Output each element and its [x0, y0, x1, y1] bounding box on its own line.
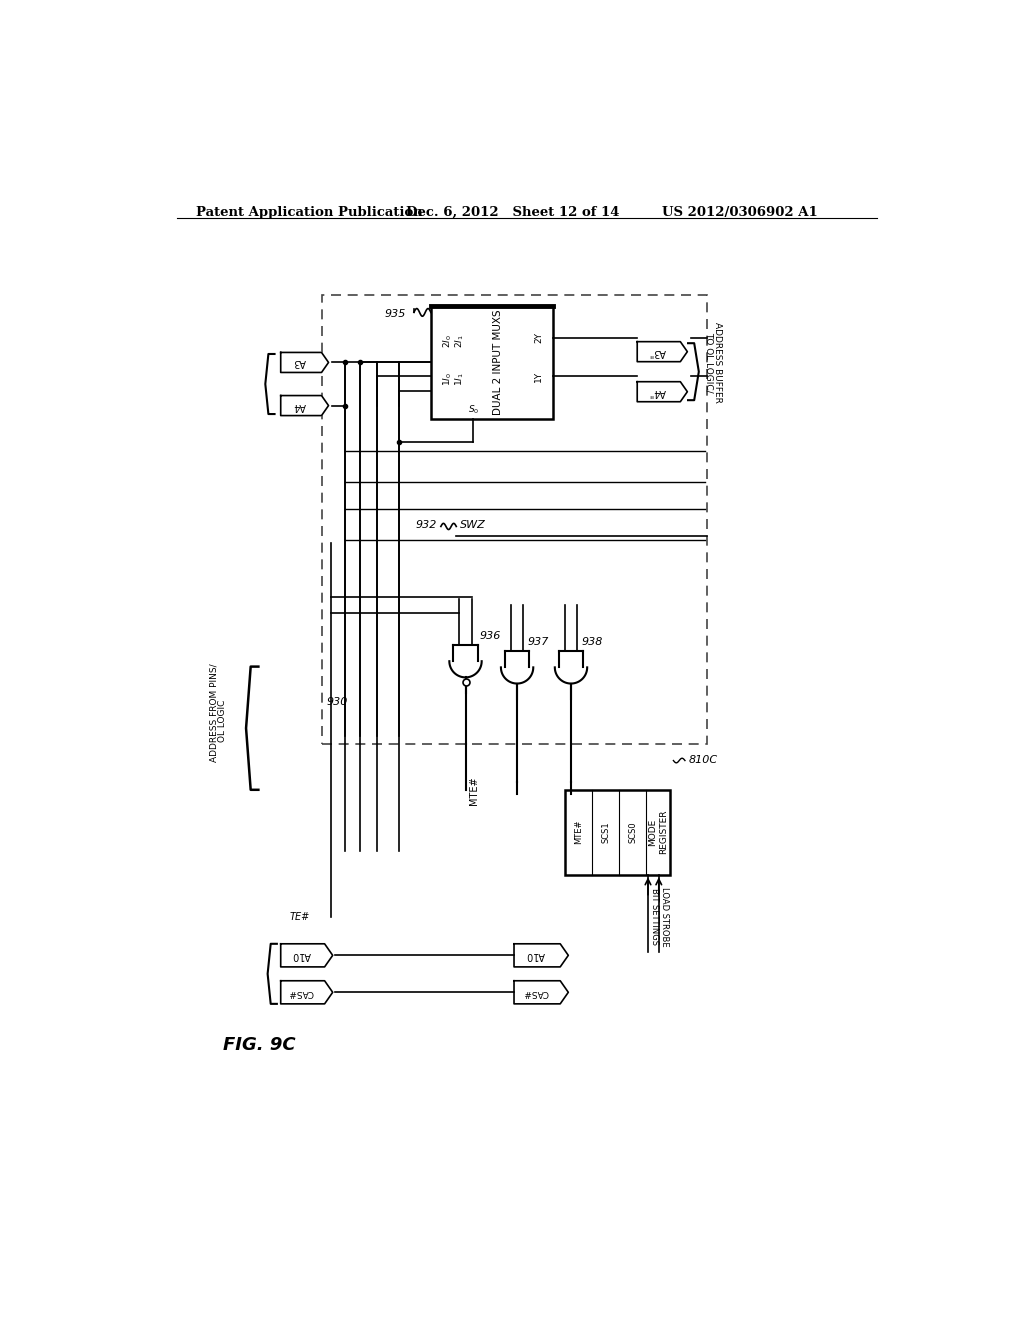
Text: A3: A3 [293, 358, 306, 367]
Text: SCS1: SCS1 [601, 821, 610, 843]
Polygon shape [637, 342, 687, 362]
Text: 932: 932 [416, 520, 437, 531]
Text: MTE#: MTE# [469, 776, 479, 805]
Bar [322, 296, 707, 743]
Text: SWZ: SWZ [460, 520, 485, 531]
Text: A4": A4" [648, 387, 666, 397]
Text: MTE#: MTE# [573, 820, 583, 845]
Polygon shape [514, 944, 568, 966]
Text: $2I_1$: $2I_1$ [454, 334, 466, 347]
Bar [565, 789, 670, 875]
Text: 938: 938 [582, 638, 603, 647]
Bar [431, 306, 553, 418]
Text: 935: 935 [385, 309, 407, 319]
Text: TO OL LOGIC/: TO OL LOGIC/ [705, 333, 714, 393]
Text: $2I_0$: $2I_0$ [441, 334, 454, 348]
Text: US 2012/0306902 A1: US 2012/0306902 A1 [662, 206, 817, 219]
Text: 930: 930 [327, 697, 348, 708]
Text: CAS#: CAS# [289, 987, 314, 997]
Text: SCS0: SCS0 [629, 821, 637, 843]
Text: A10: A10 [526, 950, 545, 961]
Text: $1I_1$: $1I_1$ [454, 372, 466, 385]
Text: $S_0$: $S_0$ [468, 403, 479, 416]
Text: LOAD STROBE: LOAD STROBE [660, 887, 670, 946]
Polygon shape [281, 944, 333, 966]
Polygon shape [637, 381, 687, 401]
Polygon shape [281, 352, 329, 372]
Text: DUAL 2 INPUT MUXS: DUAL 2 INPUT MUXS [493, 310, 503, 416]
Polygon shape [514, 981, 568, 1003]
Text: FIG. 9C: FIG. 9C [223, 1036, 296, 1055]
Text: 1Y: 1Y [535, 371, 543, 381]
Text: CAS#: CAS# [523, 987, 549, 997]
Text: A3": A3" [648, 347, 666, 356]
Text: A4: A4 [293, 400, 306, 411]
Text: OL LOGIC: OL LOGIC [218, 700, 227, 742]
Text: ADDRESS FROM PINS/: ADDRESS FROM PINS/ [209, 664, 218, 762]
Text: Patent Application Publication: Patent Application Publication [196, 206, 423, 219]
Polygon shape [281, 396, 329, 416]
Text: Dec. 6, 2012   Sheet 12 of 14: Dec. 6, 2012 Sheet 12 of 14 [407, 206, 620, 219]
Text: BIT SETTINGS: BIT SETTINGS [649, 888, 658, 945]
Text: 810C: 810C [689, 755, 718, 766]
Polygon shape [281, 981, 333, 1003]
Text: TE#: TE# [290, 912, 310, 921]
Text: 937: 937 [528, 638, 549, 647]
Text: MODE
REGISTER: MODE REGISTER [648, 810, 668, 854]
Text: $1I_0$: $1I_0$ [441, 372, 454, 385]
Text: 936: 936 [479, 631, 501, 642]
Text: 2Y: 2Y [535, 333, 543, 343]
Text: A10: A10 [292, 950, 310, 961]
Text: ADDRESS BUFFER: ADDRESS BUFFER [713, 322, 722, 403]
